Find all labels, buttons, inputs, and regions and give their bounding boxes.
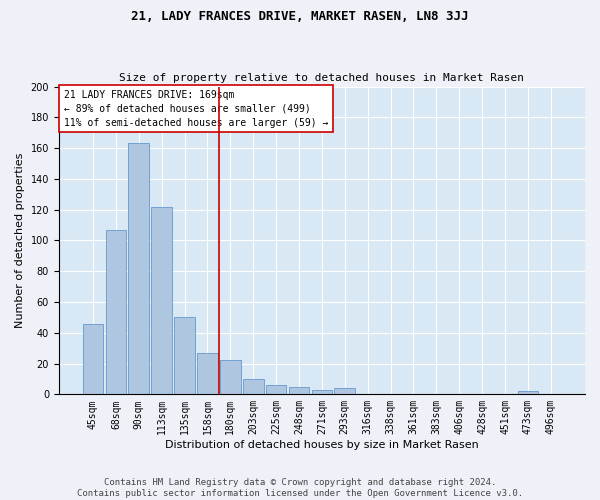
- Y-axis label: Number of detached properties: Number of detached properties: [15, 153, 25, 328]
- Bar: [289, 386, 309, 394]
- Bar: [197, 353, 218, 395]
- X-axis label: Distribution of detached houses by size in Market Rasen: Distribution of detached houses by size …: [165, 440, 479, 450]
- Bar: [174, 318, 195, 394]
- Bar: [151, 206, 172, 394]
- Bar: [311, 390, 332, 394]
- Bar: [83, 324, 103, 394]
- Text: 21 LADY FRANCES DRIVE: 169sqm
← 89% of detached houses are smaller (499)
11% of : 21 LADY FRANCES DRIVE: 169sqm ← 89% of d…: [64, 90, 328, 128]
- Text: Contains HM Land Registry data © Crown copyright and database right 2024.
Contai: Contains HM Land Registry data © Crown c…: [77, 478, 523, 498]
- Bar: [106, 230, 126, 394]
- Title: Size of property relative to detached houses in Market Rasen: Size of property relative to detached ho…: [119, 73, 524, 83]
- Bar: [334, 388, 355, 394]
- Text: 21, LADY FRANCES DRIVE, MARKET RASEN, LN8 3JJ: 21, LADY FRANCES DRIVE, MARKET RASEN, LN…: [131, 10, 469, 23]
- Bar: [128, 144, 149, 394]
- Bar: [220, 360, 241, 394]
- Bar: [266, 385, 286, 394]
- Bar: [518, 392, 538, 394]
- Bar: [243, 379, 263, 394]
